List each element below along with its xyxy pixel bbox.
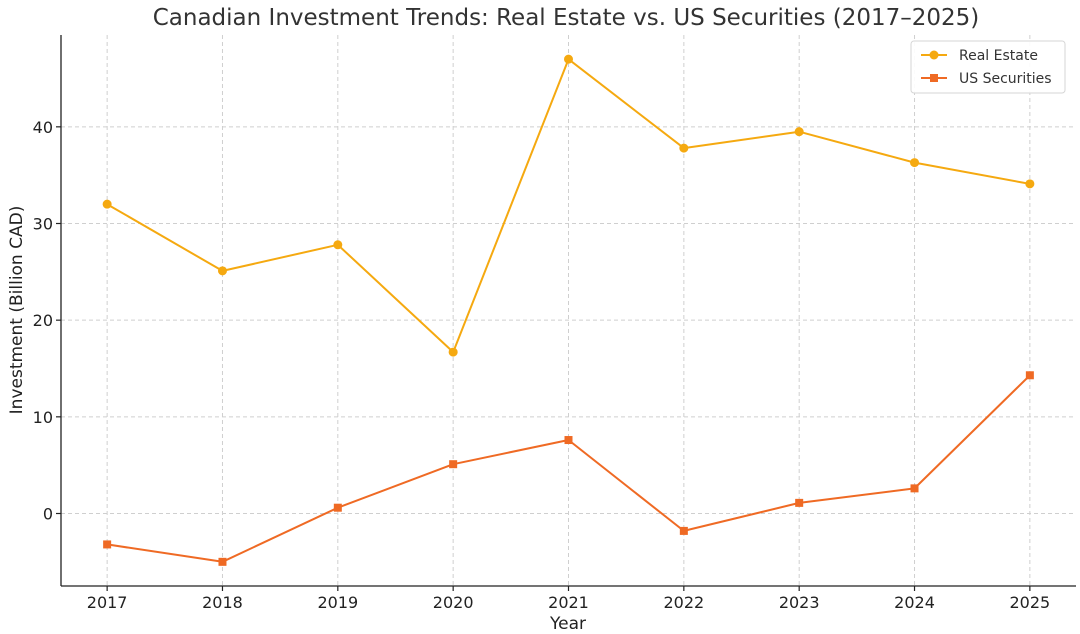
axes: 2017 2018 2019 2020 2021 2022 2023 2024 2025 0 10 2… [33,35,1076,612]
y-tick-label: 30 [33,215,53,234]
x-tick-label: 2020 [433,593,474,612]
data-point-real-estate [679,143,689,153]
legend: Real Estate US Securities [910,40,1066,94]
data-point-us-securities [679,526,688,535]
legend-label: US Securities [959,71,1052,87]
x-tick-label: 2025 [1010,593,1051,612]
y-tick-label: 10 [33,408,53,427]
series-layer [102,54,1035,566]
data-point-us-securities [333,503,342,512]
data-point-us-securities [910,484,919,493]
y-tick-label: 40 [33,118,53,137]
data-point-us-securities [564,436,573,445]
data-point-us-securities [218,557,227,566]
legend-marker [930,74,938,82]
x-tick-label: 2024 [894,593,935,612]
x-tick-label: 2021 [548,593,589,612]
data-point-us-securities [1025,371,1034,380]
data-point-real-estate [333,240,343,250]
data-point-real-estate [448,347,458,357]
data-point-real-estate [1025,179,1035,189]
data-point-us-securities [795,498,804,507]
grid-layer [61,35,1076,586]
x-tick-label: 2018 [202,593,243,612]
legend-marker [929,50,939,60]
x-axis-label: Year [549,614,586,634]
x-tick-label: 2017 [87,593,128,612]
legend-item-real-estate: Real Estate [921,48,1038,64]
x-tick-label: 2023 [779,593,820,612]
chart-title: Canadian Investment Trends: Real Estate … [153,5,980,31]
data-point-real-estate [794,127,804,137]
y-tick-label: 20 [33,311,53,330]
x-tick-label: 2019 [317,593,358,612]
legend-box [910,40,1066,94]
y-axis-label: Investment (Billion CAD) [7,206,27,415]
series-real-estate [102,54,1035,357]
legend-label: Real Estate [959,48,1038,64]
data-point-us-securities [449,460,458,469]
data-point-real-estate [102,199,112,209]
data-point-us-securities [103,540,112,549]
series-us-securities [103,371,1034,566]
data-point-real-estate [564,54,573,64]
x-tick-label: 2022 [663,593,704,612]
y-tick-label: 0 [43,505,53,524]
data-point-real-estate [910,158,920,168]
data-point-real-estate [217,266,227,276]
legend-item-us-securities: US Securities [921,71,1052,87]
